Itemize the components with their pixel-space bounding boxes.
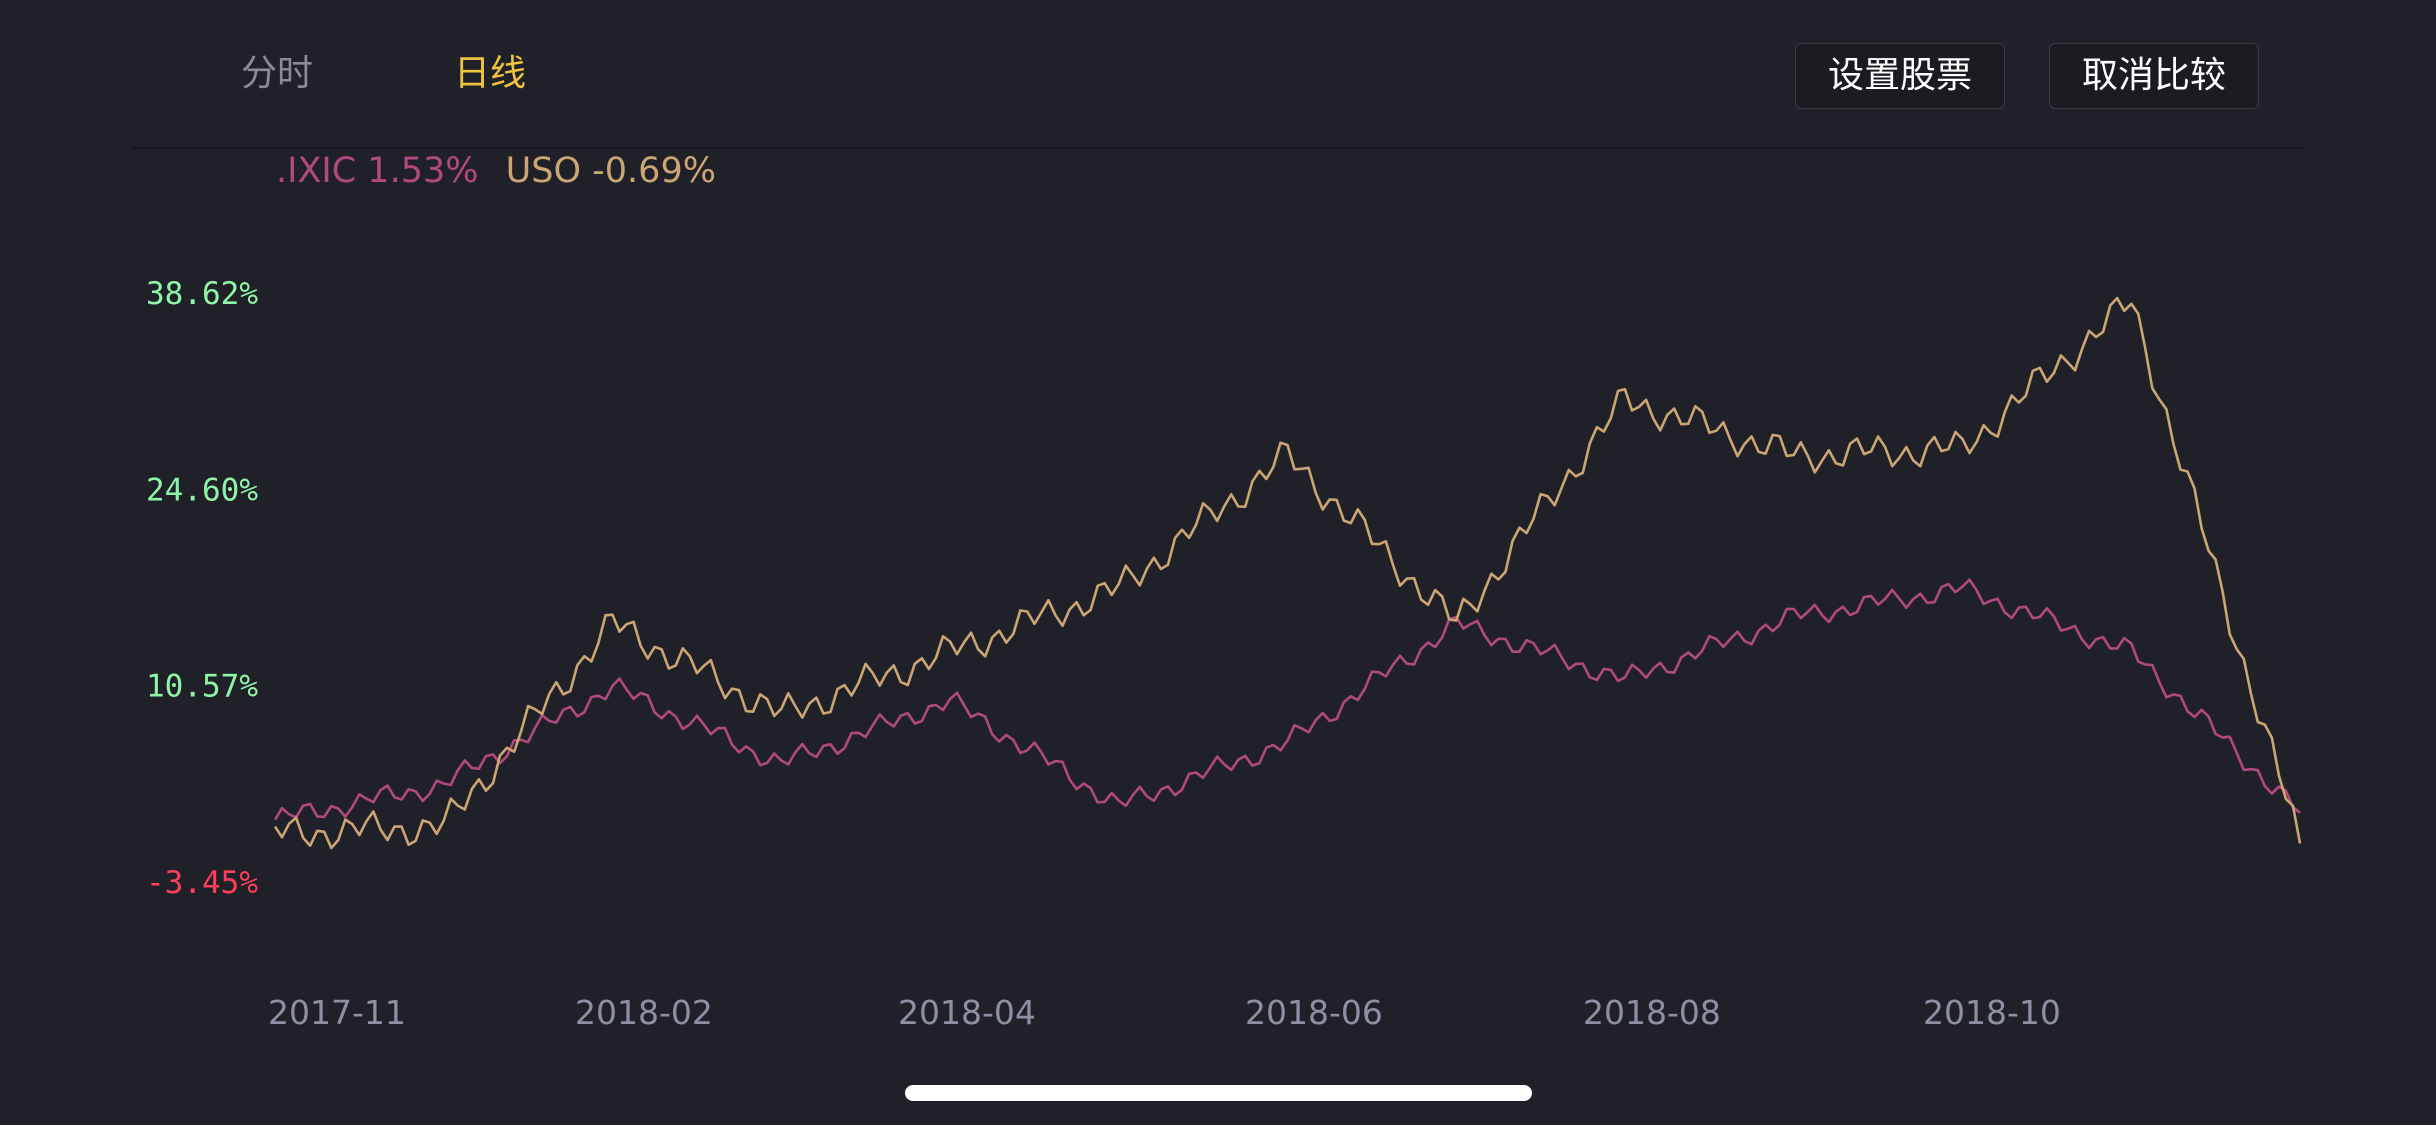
x-tick-label: 2018-02 bbox=[575, 993, 713, 1032]
y-tick-label: 10.57% bbox=[146, 669, 258, 705]
series-line-ixic bbox=[273, 578, 2301, 821]
set-stock-button[interactable]: 设置股票 bbox=[1795, 43, 2005, 109]
x-tick-label: 2018-08 bbox=[1583, 993, 1721, 1032]
series-line-uso bbox=[273, 296, 2302, 850]
tab-bar: 分时 日线 设置股票 取消比较 bbox=[0, 0, 2436, 145]
home-indicator-bar bbox=[905, 1085, 1532, 1101]
y-tick-label: 24.60% bbox=[146, 472, 258, 508]
x-tick-label: 2018-04 bbox=[898, 993, 1036, 1032]
x-tick-label: 2017-11 bbox=[268, 993, 406, 1032]
tab-daily[interactable]: 日线 bbox=[454, 53, 527, 94]
cancel-compare-button[interactable]: 取消比较 bbox=[2049, 43, 2259, 109]
x-tick-label: 2018-10 bbox=[1923, 993, 2061, 1032]
y-tick-label: 38.62% bbox=[146, 276, 258, 312]
legend-uso: USO -0.69% bbox=[505, 151, 716, 191]
x-tick-label: 2018-06 bbox=[1245, 993, 1383, 1032]
header-divider bbox=[132, 147, 2304, 149]
tab-intraday[interactable]: 分时 bbox=[241, 53, 314, 94]
y-tick-label: -3.45% bbox=[146, 865, 258, 901]
legend-ixic: .IXIC 1.53% bbox=[276, 151, 479, 191]
chart-legend: .IXIC 1.53% USO -0.69% bbox=[276, 146, 716, 196]
